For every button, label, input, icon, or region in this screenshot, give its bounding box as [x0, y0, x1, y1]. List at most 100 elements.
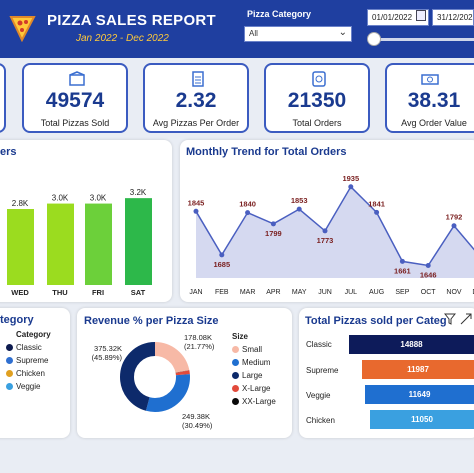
data-point: [374, 209, 380, 215]
legend-label: Large: [242, 371, 263, 380]
kpi-value: 21350: [287, 89, 347, 112]
hbar-value: 14888: [400, 340, 423, 349]
x-tick-label: JAN: [189, 289, 202, 296]
monthly-chart-title: Monthly Trend for Total Orders: [186, 146, 347, 158]
size-legend: Size Small Medium Large X-Large XX-Large: [232, 332, 276, 406]
x-tick-label: MAY: [292, 289, 307, 296]
donut-label-large: 375.32K (45.89%): [82, 344, 122, 362]
report-title: PIZZA SALES REPORT: [47, 12, 217, 29]
kpi-card-avg-order-value: 38.31 Avg Order Value: [385, 63, 474, 133]
hbar-label: Classic: [306, 340, 332, 349]
category-legend: Category Classic Supreme Chicken Veggie: [0, 330, 68, 391]
bar: [125, 198, 152, 285]
receipt-icon: [312, 71, 326, 87]
x-tick-label: AUG: [369, 289, 384, 296]
data-label: 1646: [420, 270, 437, 279]
data-label: 1845: [188, 198, 205, 207]
pizza-slice-icon: [9, 16, 36, 42]
date-slider-handle[interactable]: [367, 32, 381, 46]
daily-orders-chart: 2.8K WED 3.0K THU 3.0K FRI 3.2K SAT: [7, 188, 152, 297]
kpi-value: 49574: [45, 89, 105, 112]
date-slider-track[interactable]: [372, 38, 474, 41]
data-point: [193, 208, 199, 214]
legend-item-medium: Medium: [232, 358, 276, 367]
x-tick-label: SEP: [395, 289, 409, 296]
donut-label-amount: 249.38K: [182, 412, 210, 421]
legend-item-xxlarge: XX-Large: [232, 397, 276, 406]
revenue-chart-title: Revenue % per Pizza Size: [84, 315, 219, 327]
start-date-value: 01/01/2022: [372, 13, 413, 22]
calendar-icon[interactable]: [416, 10, 426, 21]
data-label: 1661: [394, 266, 411, 275]
data-label: 1935: [342, 174, 359, 183]
donut-label-amount: 375.32K: [94, 344, 122, 353]
data-point: [296, 206, 302, 212]
data-point: [270, 221, 276, 227]
revenue-donut-chart: [120, 342, 190, 412]
data-point: [348, 184, 354, 190]
kpi-value: 38.31: [407, 89, 461, 112]
x-tick-label: APR: [266, 289, 280, 296]
bar-value-label: 3.0K: [52, 194, 69, 203]
legend-label: Small: [242, 345, 263, 354]
hbar-label: Supreme: [306, 366, 339, 375]
data-label: 1799: [265, 229, 282, 238]
data-point: [322, 228, 328, 234]
area-fill: [196, 186, 474, 278]
kpi-card-avg-pizzas: 2.32 Avg Pizzas Per Order: [143, 63, 249, 133]
kpi-card-total-orders: 21350 Total Orders: [264, 63, 370, 133]
legend-label: Chicken: [16, 369, 45, 378]
data-point: [219, 252, 225, 258]
legend-label: Classic: [16, 343, 42, 352]
hbar-label: Chicken: [306, 416, 335, 425]
kpi-value: 2.32: [175, 89, 217, 112]
report-subtitle: Jan 2022 - Dec 2022: [76, 33, 169, 44]
kpi-card-total-pizzas: 49574 Total Pizzas Sold: [22, 63, 128, 133]
x-tick-label: WED: [11, 288, 29, 297]
data-label: 1773: [317, 236, 334, 245]
footer-strip: [0, 443, 474, 473]
legend-item-small: Small: [232, 345, 276, 354]
legend-label: Supreme: [16, 356, 49, 365]
kpi-label: Avg Order Value: [401, 118, 467, 128]
category-filter-select[interactable]: All ⌄: [244, 26, 352, 42]
hbar-veggie: 11649: [365, 385, 474, 404]
data-label: 1685: [213, 260, 230, 269]
start-date-input[interactable]: 01/01/2022: [367, 9, 429, 26]
trend-line: [195, 185, 474, 267]
end-date-input[interactable]: 31/12/2022: [432, 9, 474, 26]
x-tick-label: JUL: [345, 289, 358, 296]
data-label: 1853: [291, 196, 308, 205]
filter-icon[interactable]: [444, 313, 456, 325]
category-chart-title: tegory: [0, 314, 34, 326]
legend-item-classic: Classic: [6, 343, 68, 352]
sold-chart-title: Total Pizzas sold per Catego: [305, 315, 447, 327]
donut-slice: [120, 342, 190, 412]
chevron-down-icon: ⌄: [338, 27, 347, 38]
donut-label-pct: (21.77%): [184, 342, 215, 351]
legend-item-chicken: Chicken: [6, 369, 68, 378]
expand-icon[interactable]: [460, 313, 472, 325]
legend-label: Veggie: [16, 382, 41, 391]
donut-label-amount: 178.08K: [184, 333, 212, 342]
hbar-label: Veggie: [306, 391, 331, 400]
legend-item-veggie: Veggie: [6, 382, 68, 391]
data-point: [451, 223, 457, 229]
end-date-value: 31/12/2022: [437, 13, 474, 22]
bar: [47, 203, 74, 285]
clipboard-icon: [192, 71, 204, 87]
bar-value-label: 3.2K: [130, 188, 147, 197]
legend-label: XX-Large: [242, 397, 276, 406]
x-tick-label: THU: [52, 288, 67, 297]
data-label: 1840: [239, 200, 256, 209]
kpi-label: Total Pizzas Sold: [40, 118, 110, 128]
bar: [85, 203, 112, 285]
filter-label: Pizza Category: [247, 9, 312, 19]
bar-value-label: 3.0K: [90, 194, 107, 203]
legend-label: Medium: [242, 358, 271, 367]
x-tick-label: FEB: [215, 289, 229, 296]
x-tick-label: SAT: [131, 288, 146, 297]
legend-item-xlarge: X-Large: [232, 384, 276, 393]
daily-chart-title: ers: [0, 146, 17, 158]
x-tick-label: DEC: [472, 289, 474, 296]
